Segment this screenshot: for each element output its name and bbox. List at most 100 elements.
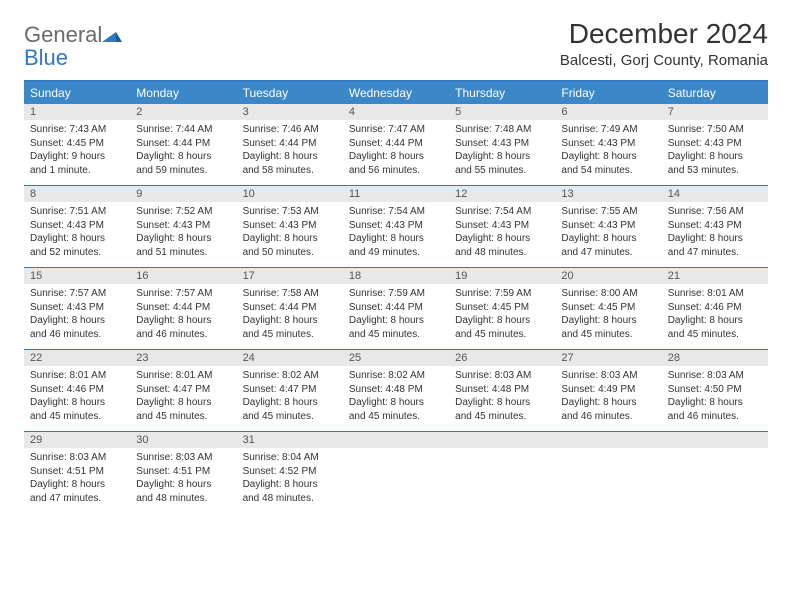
day-number: 12 [449,186,555,202]
weeks-container: 1234567Sunrise: 7:43 AMSunset: 4:45 PMDa… [24,104,768,513]
sunset-text: Sunset: 4:44 PM [243,301,337,315]
location: Balcesti, Gorj County, Romania [560,52,768,69]
day-detail: Sunrise: 7:55 AMSunset: 4:43 PMDaylight:… [555,202,661,267]
day-detail: Sunrise: 8:04 AMSunset: 4:52 PMDaylight:… [237,448,343,513]
sunset-text: Sunset: 4:45 PM [30,137,124,151]
daylight-text: Daylight: 9 hours and 1 minute. [30,150,124,177]
calendar: Sunday Monday Tuesday Wednesday Thursday… [24,80,768,513]
daylight-text: Daylight: 8 hours and 45 minutes. [243,396,337,423]
sunrise-text: Sunrise: 8:02 AM [243,369,337,383]
week-detail-row: Sunrise: 8:01 AMSunset: 4:46 PMDaylight:… [24,366,768,431]
day-number: 2 [130,104,236,120]
day-detail: Sunrise: 7:48 AMSunset: 4:43 PMDaylight:… [449,120,555,185]
sunrise-text: Sunrise: 7:57 AM [30,287,124,301]
day-number: 4 [343,104,449,120]
sunrise-text: Sunrise: 8:03 AM [561,369,655,383]
weekday-sunday: Sunday [24,82,130,104]
day-number: 7 [662,104,768,120]
sunset-text: Sunset: 4:43 PM [30,219,124,233]
day-number: 28 [662,350,768,366]
brand-general: General [24,22,102,47]
month-title: December 2024 [560,18,768,50]
day-number: 27 [555,350,661,366]
sunset-text: Sunset: 4:46 PM [668,301,762,315]
sunset-text: Sunset: 4:45 PM [561,301,655,315]
day-number [662,432,768,448]
weekday-tuesday: Tuesday [237,82,343,104]
sunset-text: Sunset: 4:44 PM [243,137,337,151]
sunset-text: Sunset: 4:44 PM [349,301,443,315]
sunrise-text: Sunrise: 7:54 AM [349,205,443,219]
sunrise-text: Sunrise: 7:48 AM [455,123,549,137]
sunrise-text: Sunrise: 8:01 AM [668,287,762,301]
daylight-text: Daylight: 8 hours and 45 minutes. [561,314,655,341]
sunrise-text: Sunrise: 7:44 AM [136,123,230,137]
day-detail: Sunrise: 8:01 AMSunset: 4:47 PMDaylight:… [130,366,236,431]
sunrise-text: Sunrise: 7:51 AM [30,205,124,219]
week-daynum-row: 15161718192021 [24,267,768,284]
day-number: 22 [24,350,130,366]
day-number [555,432,661,448]
sunrise-text: Sunrise: 8:01 AM [136,369,230,383]
day-detail: Sunrise: 7:59 AMSunset: 4:44 PMDaylight:… [343,284,449,349]
weekday-wednesday: Wednesday [343,82,449,104]
sunrise-text: Sunrise: 8:03 AM [30,451,124,465]
sunrise-text: Sunrise: 8:02 AM [349,369,443,383]
sunset-text: Sunset: 4:48 PM [455,383,549,397]
daylight-text: Daylight: 8 hours and 45 minutes. [455,396,549,423]
day-detail: Sunrise: 7:57 AMSunset: 4:43 PMDaylight:… [24,284,130,349]
sunrise-text: Sunrise: 7:50 AM [668,123,762,137]
daylight-text: Daylight: 8 hours and 59 minutes. [136,150,230,177]
daylight-text: Daylight: 8 hours and 46 minutes. [668,396,762,423]
sunrise-text: Sunrise: 7:59 AM [349,287,443,301]
day-detail: Sunrise: 8:03 AMSunset: 4:50 PMDaylight:… [662,366,768,431]
sunrise-text: Sunrise: 8:04 AM [243,451,337,465]
day-detail: Sunrise: 7:46 AMSunset: 4:44 PMDaylight:… [237,120,343,185]
week-daynum-row: 293031 [24,431,768,448]
sunrise-text: Sunrise: 7:59 AM [455,287,549,301]
day-detail: Sunrise: 8:01 AMSunset: 4:46 PMDaylight:… [24,366,130,431]
sunset-text: Sunset: 4:47 PM [243,383,337,397]
sunset-text: Sunset: 4:43 PM [455,137,549,151]
day-detail: Sunrise: 7:50 AMSunset: 4:43 PMDaylight:… [662,120,768,185]
sunset-text: Sunset: 4:45 PM [455,301,549,315]
sunset-text: Sunset: 4:46 PM [30,383,124,397]
day-number: 29 [24,432,130,448]
day-detail: Sunrise: 7:54 AMSunset: 4:43 PMDaylight:… [343,202,449,267]
daylight-text: Daylight: 8 hours and 46 minutes. [561,396,655,423]
weekday-monday: Monday [130,82,236,104]
day-number: 18 [343,268,449,284]
day-detail: Sunrise: 7:58 AMSunset: 4:44 PMDaylight:… [237,284,343,349]
daylight-text: Daylight: 8 hours and 47 minutes. [561,232,655,259]
sunrise-text: Sunrise: 8:01 AM [30,369,124,383]
daylight-text: Daylight: 8 hours and 55 minutes. [455,150,549,177]
sunrise-text: Sunrise: 7:53 AM [243,205,337,219]
day-detail: Sunrise: 8:03 AMSunset: 4:48 PMDaylight:… [449,366,555,431]
week-daynum-row: 1234567 [24,104,768,120]
week-detail-row: Sunrise: 7:57 AMSunset: 4:43 PMDaylight:… [24,284,768,349]
daylight-text: Daylight: 8 hours and 54 minutes. [561,150,655,177]
day-detail: Sunrise: 8:03 AMSunset: 4:49 PMDaylight:… [555,366,661,431]
sunrise-text: Sunrise: 7:46 AM [243,123,337,137]
daylight-text: Daylight: 8 hours and 56 minutes. [349,150,443,177]
sunrise-text: Sunrise: 8:03 AM [136,451,230,465]
sunset-text: Sunset: 4:43 PM [561,219,655,233]
sunrise-text: Sunrise: 7:49 AM [561,123,655,137]
sunset-text: Sunset: 4:51 PM [30,465,124,479]
day-detail [662,448,768,513]
day-detail: Sunrise: 7:52 AMSunset: 4:43 PMDaylight:… [130,202,236,267]
day-number: 10 [237,186,343,202]
day-number: 3 [237,104,343,120]
day-number: 8 [24,186,130,202]
sunrise-text: Sunrise: 7:56 AM [668,205,762,219]
day-detail [343,448,449,513]
day-detail: Sunrise: 7:57 AMSunset: 4:44 PMDaylight:… [130,284,236,349]
day-number: 19 [449,268,555,284]
brand-logo: General Blue [24,18,122,70]
week-detail-row: Sunrise: 7:51 AMSunset: 4:43 PMDaylight:… [24,202,768,267]
sunset-text: Sunset: 4:43 PM [668,137,762,151]
day-detail: Sunrise: 8:03 AMSunset: 4:51 PMDaylight:… [24,448,130,513]
day-detail: Sunrise: 7:47 AMSunset: 4:44 PMDaylight:… [343,120,449,185]
week-daynum-row: 891011121314 [24,185,768,202]
day-number: 30 [130,432,236,448]
